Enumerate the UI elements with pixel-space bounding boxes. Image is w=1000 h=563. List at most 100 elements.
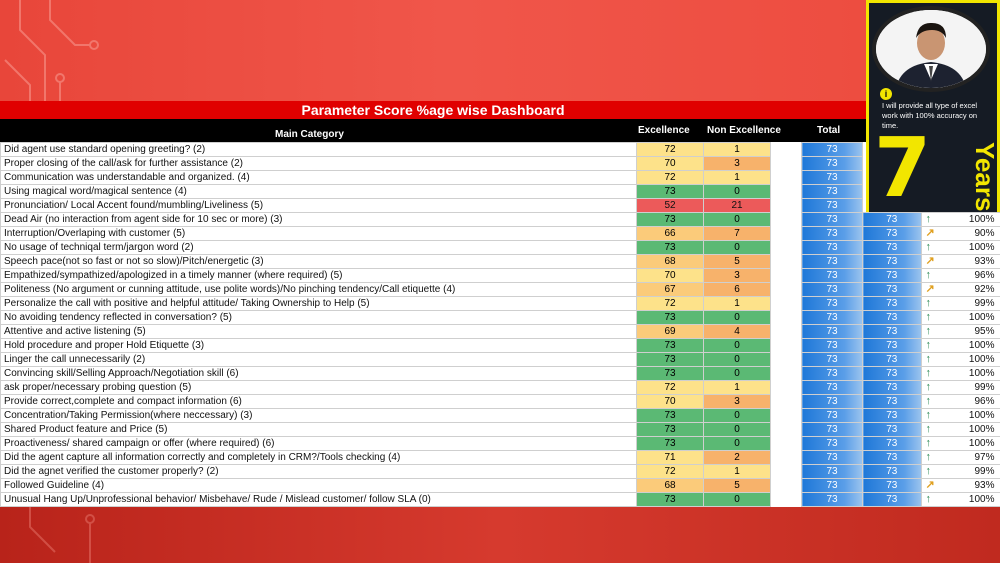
row-gap [770,436,802,451]
arrow-up-icon: ↑ [925,241,932,254]
info-icon: i [880,88,892,100]
row-total: 73 [801,226,863,241]
row-excellence: 73 [636,310,704,325]
row-excellence: 52 [636,198,704,213]
years-number: 7 [874,121,932,212]
row-total: 73 [801,142,863,157]
row-percent-cell: ↑ 100% [920,352,1000,367]
promo-frame [866,0,1000,212]
row-excellence: 68 [636,254,704,269]
arrow-up-icon: ↑ [925,311,932,324]
row-percent: 100% [968,368,995,379]
row-total: 73 [801,156,863,171]
row-total-2: 73 [862,254,922,269]
row-non-excellence: 0 [703,366,771,381]
row-total-2: 73 [862,450,922,465]
circuit-decoration-bottom [29,507,95,563]
row-total-2: 73 [862,422,922,437]
row-percent: 96% [974,396,995,407]
table-row: Dead Air (no interaction from agent side… [0,212,1000,227]
row-non-excellence: 5 [703,254,771,269]
row-percent-cell: ↑ 100% [920,492,1000,507]
table-row: Empathized/sympathized/apologized in a t… [0,268,1000,283]
row-excellence: 73 [636,240,704,255]
row-total: 73 [801,408,863,423]
row-percent: 95% [974,326,995,337]
row-excellence: 72 [636,170,704,185]
row-category: Attentive and active listening (5) [0,324,637,339]
row-total-2: 73 [862,226,922,241]
row-percent-cell: ↑ 97% [920,450,1000,465]
arrow-up-icon: ↑ [925,451,932,464]
row-total: 73 [801,338,863,353]
row-total: 73 [801,464,863,479]
row-category: Dead Air (no interaction from agent side… [0,212,637,227]
row-total-2: 73 [862,240,922,255]
row-percent: 92% [974,284,995,295]
row-category: Interruption/Overlaping with customer (5… [0,226,637,241]
row-gap [770,450,802,465]
row-category: Communication was understandable and org… [0,170,637,185]
arrow-up-icon: ↑ [925,339,932,352]
row-excellence: 72 [636,380,704,395]
row-category: No usage of techniqal term/jargon word (… [0,240,637,255]
row-total: 73 [801,198,863,213]
person-photo-icon [876,10,986,88]
row-total-2: 73 [862,380,922,395]
row-non-excellence: 0 [703,436,771,451]
row-total-2: 73 [862,478,922,493]
row-percent-cell: ↗ 90% [920,226,1000,241]
row-total-2: 73 [862,352,922,367]
row-total-2: 73 [862,492,922,507]
row-non-excellence: 1 [703,142,771,157]
row-non-excellence: 0 [703,184,771,199]
row-gap [770,310,802,325]
row-non-excellence: 1 [703,464,771,479]
row-total: 73 [801,352,863,367]
row-non-excellence: 4 [703,324,771,339]
row-category: Did agent use standard opening greeting?… [0,142,637,157]
row-excellence: 73 [636,422,704,437]
row-total-2: 73 [862,436,922,451]
row-total: 73 [801,170,863,185]
row-total: 73 [801,268,863,283]
table-row: Provide correct,complete and compact inf… [0,394,1000,409]
header-non-excellence: Non Excellence [707,125,781,136]
row-percent-cell: ↑ 100% [920,212,1000,227]
row-percent: 96% [974,270,995,281]
header-main-category: Main Category [275,129,344,140]
row-category: Proper closing of the call/ask for furth… [0,156,637,171]
row-percent: 100% [968,494,995,505]
arrow-up-icon: ↑ [925,269,932,282]
row-non-excellence: 0 [703,408,771,423]
row-percent-cell: ↑ 100% [920,366,1000,381]
row-total: 73 [801,492,863,507]
row-non-excellence: 6 [703,282,771,297]
row-non-excellence: 0 [703,240,771,255]
row-total: 73 [801,212,863,227]
row-gap [770,422,802,437]
row-percent: 97% [974,452,995,463]
row-excellence: 67 [636,282,704,297]
row-total: 73 [801,436,863,451]
row-percent: 100% [968,410,995,421]
row-gap [770,282,802,297]
row-category: Using magical word/magical sentence (4) [0,184,637,199]
row-excellence: 69 [636,324,704,339]
row-gap [770,156,802,171]
row-excellence: 73 [636,184,704,199]
footer-background [0,507,1000,563]
row-total-2: 73 [862,310,922,325]
row-percent-cell: ↑ 96% [920,394,1000,409]
row-category: Personalize the call with positive and h… [0,296,637,311]
row-non-excellence: 3 [703,156,771,171]
row-non-excellence: 0 [703,352,771,367]
arrow-up-icon: ↑ [925,423,932,436]
dashboard-title: Parameter Score %age wise Dashboard [0,101,866,119]
row-total: 73 [801,450,863,465]
row-non-excellence: 7 [703,226,771,241]
row-excellence: 73 [636,338,704,353]
row-percent-cell: ↑ 96% [920,268,1000,283]
row-gap [770,366,802,381]
row-category: Convincing skill/Selling Approach/Negoti… [0,366,637,381]
